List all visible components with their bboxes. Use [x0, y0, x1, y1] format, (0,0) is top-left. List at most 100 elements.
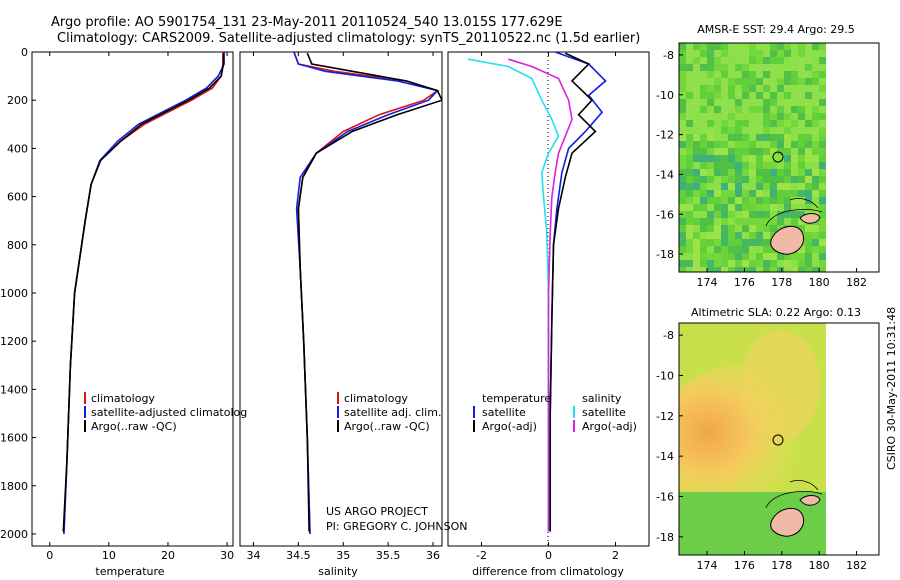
- sst-cell: [693, 141, 700, 148]
- sst-cell: [798, 246, 805, 253]
- sst-cell: [693, 204, 700, 211]
- sst-cell: [700, 134, 707, 141]
- sst-cell: [693, 155, 700, 162]
- sst-cell: [728, 92, 735, 99]
- sst-cell: [749, 71, 756, 78]
- sst-cell: [819, 127, 826, 134]
- sst-cell: [798, 106, 805, 113]
- sst-cell: [728, 127, 735, 134]
- sst-cell: [805, 57, 812, 64]
- sst-cell: [791, 120, 798, 127]
- legend-label-satellite: satellite-adjusted climatolog: [91, 406, 247, 419]
- sst-cell: [819, 57, 826, 64]
- sst-cell: [798, 169, 805, 176]
- sst-cell: [714, 246, 721, 253]
- sst-cell: [812, 225, 819, 232]
- sst-cell: [777, 85, 784, 92]
- sst-cell: [756, 148, 763, 155]
- sst-cell: [798, 218, 805, 225]
- sst-cell: [686, 64, 693, 71]
- sst-cell: [812, 120, 819, 127]
- temperature-x-ticks: 0 10 20 30: [46, 52, 234, 562]
- sst-cell: [707, 253, 714, 260]
- sst-cell: [700, 71, 707, 78]
- sst-cell: [756, 113, 763, 120]
- sst-cell: [756, 64, 763, 71]
- series-line-temperature-argo-adj-: [549, 52, 597, 532]
- legend-label-satellite: satellite adj. clim.: [344, 406, 441, 419]
- difference-xlabel: difference from climatology: [472, 565, 624, 578]
- reef-contour: [765, 198, 823, 227]
- sst-cell: [707, 50, 714, 57]
- sst-cell: [784, 183, 791, 190]
- pi-label: PI: GREGORY C. JOHNSON: [326, 520, 467, 533]
- series-line-argo: [297, 52, 442, 532]
- sst-cell: [798, 176, 805, 183]
- sst-cell: [700, 260, 707, 267]
- sst-cell: [679, 232, 686, 239]
- sst-cell: [749, 155, 756, 162]
- sst-cell: [735, 127, 742, 134]
- sst-cell: [742, 239, 749, 246]
- x-tick-label: 2: [612, 549, 619, 562]
- sst-cell: [791, 113, 798, 120]
- sst-cell: [721, 43, 728, 50]
- sst-cell: [763, 99, 770, 106]
- sst-cell: [791, 218, 798, 225]
- sst-cell: [749, 162, 756, 169]
- sst-cell: [756, 197, 763, 204]
- sst-cell: [819, 141, 826, 148]
- sst-cell: [784, 43, 791, 50]
- sst-cell: [777, 260, 784, 267]
- sst-cell: [756, 155, 763, 162]
- sst-cell: [679, 99, 686, 106]
- salinity-panel: 34 34.5 35 35.5 36 salinity climatology sate…: [239, 51, 467, 578]
- sst-cell: [686, 267, 693, 272]
- sst-cell: [791, 148, 798, 155]
- sst-cell: [777, 141, 784, 148]
- sst-cell: [714, 218, 721, 225]
- sst-cell: [728, 162, 735, 169]
- sst-cell: [735, 134, 742, 141]
- sst-cell: [686, 141, 693, 148]
- sla-warm-anomaly: [740, 330, 820, 440]
- sst-cell: [679, 253, 686, 260]
- temperature-lines: [62, 52, 225, 535]
- sst-cell: [714, 85, 721, 92]
- sst-cell: [749, 218, 756, 225]
- sst-cell: [700, 155, 707, 162]
- sst-cell: [812, 99, 819, 106]
- y-tick-label: 0: [21, 46, 28, 59]
- sst-cell: [770, 92, 777, 99]
- sst-cell: [693, 85, 700, 92]
- sst-cell: [812, 232, 819, 239]
- sst-cell: [763, 120, 770, 127]
- sst-cell: [749, 204, 756, 211]
- sst-cell: [791, 176, 798, 183]
- sst-cell: [735, 183, 742, 190]
- sst-cell: [784, 71, 791, 78]
- sst-cell: [707, 232, 714, 239]
- temperature-xlabel: temperature: [95, 565, 164, 578]
- map-x-tick-label: 180: [809, 559, 830, 572]
- sst-cell: [721, 92, 728, 99]
- sst-cell: [721, 162, 728, 169]
- sst-cell: [777, 218, 784, 225]
- sst-cell: [693, 197, 700, 204]
- sst-cell: [812, 57, 819, 64]
- sst-cell: [749, 197, 756, 204]
- sst-cell: [707, 92, 714, 99]
- sst-cell: [819, 106, 826, 113]
- sst-cell: [714, 99, 721, 106]
- sst-cell: [756, 141, 763, 148]
- sst-cell: [728, 134, 735, 141]
- sst-cell: [742, 225, 749, 232]
- sst-cell: [707, 211, 714, 218]
- sst-cell: [805, 120, 812, 127]
- sst-cell: [756, 85, 763, 92]
- sst-cell: [686, 71, 693, 78]
- sst-cell: [735, 204, 742, 211]
- sst-cell: [819, 190, 826, 197]
- sst-cell: [700, 50, 707, 57]
- sst-cell: [784, 120, 791, 127]
